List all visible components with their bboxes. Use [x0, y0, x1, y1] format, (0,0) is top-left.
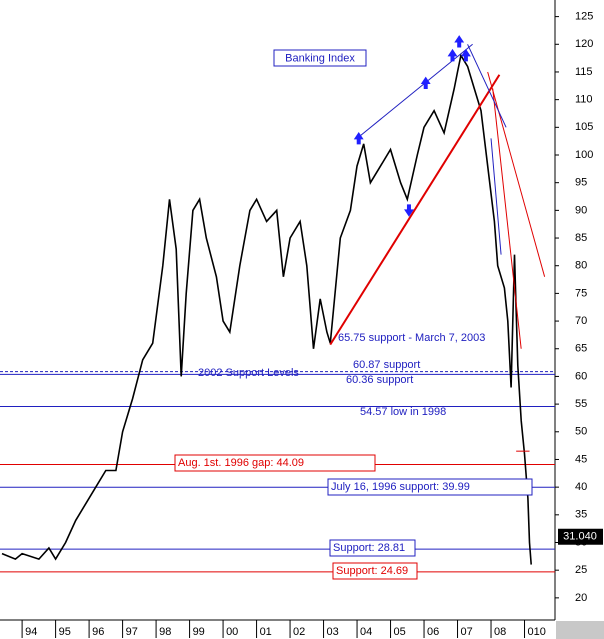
- annotation: July 16, 1996 support: 39.99: [331, 481, 470, 493]
- x-tick-label: 02: [293, 626, 305, 638]
- arrow: [460, 48, 471, 62]
- x-tick-label: 06: [427, 626, 439, 638]
- arrow: [447, 48, 458, 62]
- x-tick-label: 05: [394, 626, 406, 638]
- annotation: 60.36 support: [346, 374, 413, 386]
- x-tick-label: 94: [25, 626, 37, 638]
- y-tick-label: 105: [575, 121, 593, 133]
- y-tick-label: 80: [575, 260, 587, 272]
- price-line: [1, 53, 532, 565]
- y-tick-label: 115: [575, 66, 593, 78]
- y-tick-label: 95: [575, 177, 587, 189]
- chart-title: Banking Index: [285, 52, 355, 64]
- annotation-box: [332, 562, 418, 580]
- trend-line: [329, 74, 501, 346]
- y-tick-label: 65: [575, 343, 587, 355]
- x-tick-label: 04: [360, 626, 372, 638]
- trend-line: [490, 138, 502, 255]
- arrow: [454, 35, 465, 48]
- x-tick-label: 07: [461, 626, 473, 638]
- last-price-box: [558, 528, 603, 545]
- y-tick-label: 50: [575, 426, 587, 438]
- y-tick-label: 35: [575, 509, 587, 521]
- y-tick-label: 120: [575, 38, 593, 50]
- annotation: 60.87 support: [353, 359, 420, 371]
- annotation: 65.75 support - March 7, 2003: [338, 332, 485, 344]
- y-tick-label: 110: [575, 94, 593, 106]
- x-tick-label: 97: [126, 626, 138, 638]
- annotation: Aug. 1st. 1996 gap: 44.09: [178, 457, 304, 469]
- x-tick-label: 00: [226, 626, 238, 638]
- arrow: [353, 131, 364, 145]
- axis-corner: [556, 621, 604, 639]
- annotation: 54.57 low in 1998: [360, 406, 446, 418]
- y-tick-label: 70: [575, 315, 587, 327]
- y-tick-label: 75: [575, 287, 587, 299]
- arrow: [404, 204, 414, 217]
- annotation-box: [327, 478, 533, 496]
- arrow: [420, 76, 431, 89]
- trend-line: [487, 71, 546, 277]
- x-tick-label: 03: [327, 626, 339, 638]
- y-tick-label: 90: [575, 204, 587, 216]
- y-tick-label: 60: [575, 370, 587, 382]
- x-tick-label: 96: [92, 626, 104, 638]
- x-tick-label: 98: [159, 626, 171, 638]
- y-tick-label: 40: [575, 481, 587, 493]
- annotation-box: [329, 539, 416, 557]
- x-tick-label: 99: [193, 626, 205, 638]
- trend-line: [356, 43, 473, 139]
- last-price-label: 31.040: [563, 531, 597, 543]
- x-tick-label: 010: [528, 626, 546, 638]
- trend-line: [467, 44, 507, 128]
- x-tick-label: 08: [494, 626, 506, 638]
- x-tick-label: 01: [260, 626, 272, 638]
- trend-line: [492, 88, 522, 349]
- y-tick-label: 100: [575, 149, 593, 161]
- annotation-box: [174, 454, 376, 472]
- title-box: [273, 49, 367, 67]
- y-tick-label: 45: [575, 453, 587, 465]
- y-tick-label: 85: [575, 232, 587, 244]
- y-tick-label: 20: [575, 592, 587, 604]
- y-tick-label: 125: [575, 11, 593, 23]
- annotation: Support: 28.81: [333, 542, 405, 554]
- annotation: Support: 24.69: [336, 565, 408, 577]
- y-tick-label: 25: [575, 564, 587, 576]
- y-tick-label: 55: [575, 398, 587, 410]
- x-tick-label: 95: [59, 626, 71, 638]
- annotations: 65.75 support - March 7, 2003 60.87 suppo…: [174, 332, 533, 580]
- annotation: 2002 Support Levels: [198, 367, 299, 379]
